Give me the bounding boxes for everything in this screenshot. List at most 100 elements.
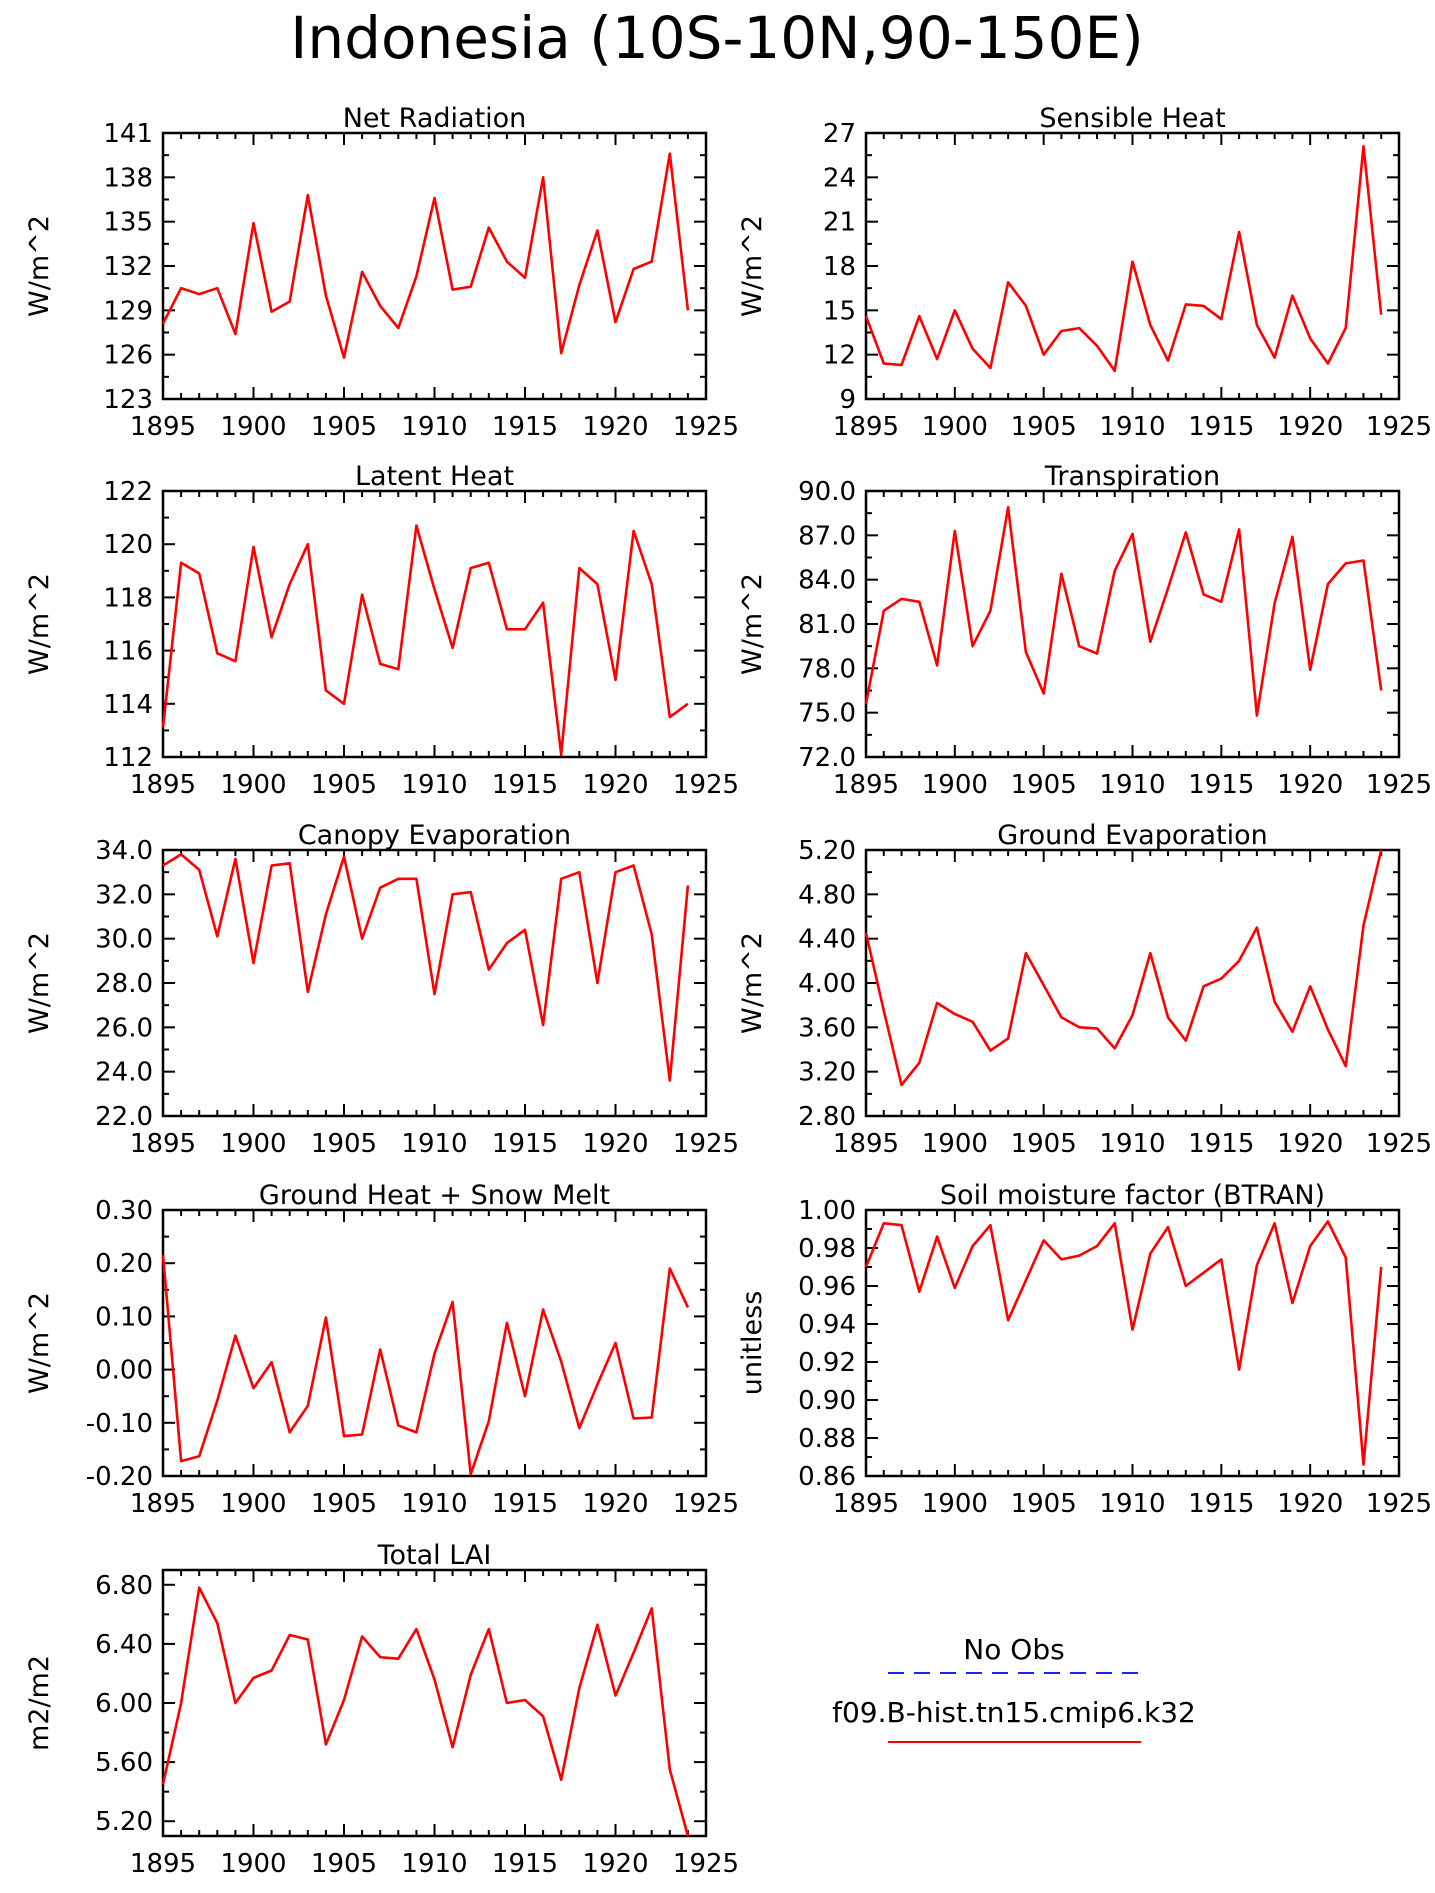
x-tick-label: 1910 [401,770,467,800]
x-tick-label: 1915 [492,1129,558,1159]
series-line [161,152,690,359]
x-tick-label: 1925 [1366,1129,1432,1159]
y-tick-label: 24 [823,163,856,193]
x-tick-label: 1910 [1099,1129,1165,1159]
x-tick-label: 1915 [492,1849,558,1879]
y-tick-label: 1.00 [798,1196,856,1226]
y-tick-label: 123 [103,385,153,415]
x-tick-label: 1905 [1011,412,1077,442]
x-tick-label: 1915 [492,770,558,800]
x-tick-label: 1900 [220,1129,286,1159]
series-line [162,853,690,1082]
x-tick-label: 1920 [1277,770,1343,800]
panel-transpiration: Transpiration 1895 1900 1905 1910 1915 1920 192… [737,461,1432,800]
legend-label-model: f09.B-hist.tn15.cmip6.k32 [832,1696,1196,1729]
y-tick-label: 90.0 [798,477,856,507]
x-tick-label: 1910 [401,412,467,442]
y-tick-label: 26.0 [95,1013,153,1043]
x-tick-label: 1895 [833,770,899,800]
x-tick-label: 1925 [1366,412,1432,442]
panel-canopy-evaporation: Canopy Evaporation 1895 1900 1905 1910 1915 19… [24,820,739,1159]
panel-title: Canopy Evaporation [298,820,571,851]
y-tick-label: 12 [823,341,856,371]
x-tick-label: 1905 [311,412,377,442]
figure-title: Indonesia (10S-10N,90-150E) [290,4,1143,72]
panel-soil-moisture-factor-btran: Soil moisture factor (BTRAN) 1895 1900 1905… [737,1180,1432,1519]
x-tick-label: 1915 [492,1489,558,1519]
x-tick-label: 1915 [1188,412,1254,442]
y-tick-label: 5.20 [798,836,856,866]
x-tick-label: 1905 [311,1849,377,1879]
panel-title: Total LAI [377,1540,492,1571]
plot-frame [161,848,708,1118]
y-axis-label: W/m^2 [24,573,55,675]
y-tick-label: 6.80 [95,1571,153,1601]
x-tick-label: 1920 [1277,412,1343,442]
y-tick-label: 0.30 [95,1196,153,1226]
y-tick-label: 126 [103,341,153,371]
y-tick-label: 6.00 [95,1689,153,1719]
x-tick-label: 1905 [311,1129,377,1159]
y-tick-label: 135 [103,208,153,238]
y-tick-label: 30.0 [95,925,153,955]
y-tick-label: 0.00 [95,1356,153,1386]
x-tick-label: 1905 [311,770,377,800]
y-axis-label: m2/m2 [24,1655,55,1751]
y-axis-label: W/m^2 [24,1292,55,1394]
plot-frame [161,131,708,401]
x-tick-label: 1900 [922,1489,988,1519]
x-tick-label: 1905 [311,1489,377,1519]
y-tick-label: 4.80 [798,880,856,910]
y-tick-label: -0.10 [86,1409,153,1439]
y-tick-label: 15 [823,296,856,326]
panel-title: Soil moisture factor (BTRAN) [940,1180,1325,1211]
series-line [161,1586,690,1837]
x-tick-label: 1915 [1188,1129,1254,1159]
x-tick-label: 1900 [220,1489,286,1519]
y-tick-label: 0.92 [798,1348,856,1378]
y-tick-label: 0.90 [798,1386,856,1416]
x-tick-label: 1910 [1099,770,1165,800]
y-tick-label: 5.20 [95,1807,153,1837]
panel-total-lai: Total LAI 1895 1900 1905 1910 1915 1920 1925 5.2… [24,1540,739,1879]
y-tick-label: 0.10 [95,1302,153,1332]
y-tick-label: 78.0 [798,654,856,684]
y-tick-label: 4.40 [798,925,856,955]
series-line [864,145,1383,373]
x-tick-label: 1900 [220,770,286,800]
x-tick-label: 1895 [130,1489,196,1519]
x-tick-label: 1895 [833,1489,899,1519]
y-tick-label: 120 [103,530,153,560]
x-tick-label: 1900 [220,1849,286,1879]
y-tick-label: 24.0 [95,1058,153,1088]
panel-ground-evaporation: Ground Evaporation 1895 1900 1905 1910 1915 19… [737,820,1432,1159]
x-tick-label: 1920 [582,770,648,800]
y-axis-label: unitless [737,1291,768,1396]
x-tick-label: 1910 [401,1129,467,1159]
x-tick-label: 1895 [130,1849,196,1879]
series-line [161,524,689,756]
x-tick-label: 1910 [1099,412,1165,442]
x-tick-label: 1900 [220,412,286,442]
y-tick-label: 84.0 [798,566,856,596]
panels: Net Radiation 1895 1900 1905 1910 1915 1920 192… [24,103,1432,1879]
panel-title: Latent Heat [355,461,514,492]
plot-frame [161,1568,708,1838]
y-tick-label: 34.0 [95,836,153,866]
x-tick-label: 1895 [833,1129,899,1159]
plot-frame [161,489,708,759]
x-tick-label: 1895 [833,412,899,442]
x-tick-label: 1905 [1011,1489,1077,1519]
x-tick-label: 1920 [582,1489,648,1519]
x-tick-label: 1925 [673,412,739,442]
panel-title: Sensible Heat [1039,103,1225,134]
series-line [864,1220,1383,1466]
x-tick-label: 1920 [582,1129,648,1159]
x-tick-label: 1915 [1188,1489,1254,1519]
x-tick-label: 1925 [673,1489,739,1519]
y-tick-label: 87.0 [798,521,856,551]
series-line [864,849,1383,1087]
y-tick-label: 2.80 [798,1102,856,1132]
series-line [864,505,1383,717]
x-tick-label: 1905 [1011,1129,1077,1159]
